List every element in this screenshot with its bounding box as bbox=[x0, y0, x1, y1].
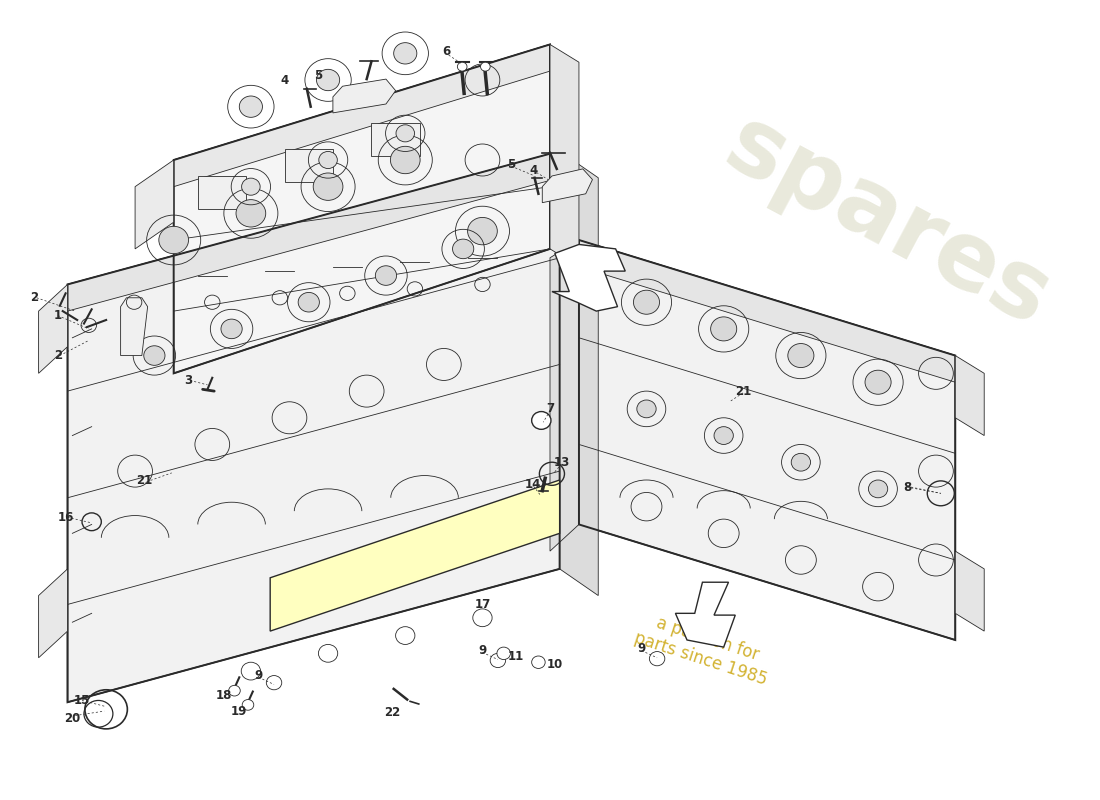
Text: 18: 18 bbox=[216, 689, 232, 702]
Polygon shape bbox=[550, 240, 579, 551]
Circle shape bbox=[452, 239, 474, 258]
Circle shape bbox=[375, 266, 397, 286]
Circle shape bbox=[473, 609, 492, 626]
Polygon shape bbox=[174, 45, 550, 186]
Circle shape bbox=[396, 125, 415, 142]
Polygon shape bbox=[39, 569, 67, 658]
Text: 15: 15 bbox=[74, 694, 90, 707]
Circle shape bbox=[317, 70, 340, 90]
Text: spares: spares bbox=[710, 98, 1066, 346]
Circle shape bbox=[497, 647, 510, 659]
Circle shape bbox=[394, 42, 417, 64]
Text: 5: 5 bbox=[315, 69, 322, 82]
Circle shape bbox=[868, 480, 888, 498]
Circle shape bbox=[236, 200, 266, 227]
Circle shape bbox=[221, 319, 242, 338]
Text: 11: 11 bbox=[508, 650, 525, 662]
Circle shape bbox=[491, 654, 506, 667]
Circle shape bbox=[711, 317, 737, 341]
Circle shape bbox=[158, 226, 188, 254]
Polygon shape bbox=[372, 122, 420, 155]
Polygon shape bbox=[552, 245, 625, 311]
Circle shape bbox=[788, 343, 814, 367]
Text: 21: 21 bbox=[735, 385, 751, 398]
Text: 16: 16 bbox=[57, 511, 74, 524]
Text: 13: 13 bbox=[553, 456, 570, 469]
Circle shape bbox=[865, 370, 891, 394]
Circle shape bbox=[319, 151, 338, 169]
Circle shape bbox=[144, 346, 165, 366]
Polygon shape bbox=[121, 298, 147, 355]
Circle shape bbox=[714, 426, 734, 445]
Text: 1: 1 bbox=[54, 309, 62, 322]
Polygon shape bbox=[560, 151, 598, 595]
Text: 17: 17 bbox=[474, 598, 491, 611]
Circle shape bbox=[84, 701, 113, 727]
Text: 19: 19 bbox=[231, 705, 248, 718]
Circle shape bbox=[468, 218, 497, 245]
Polygon shape bbox=[67, 151, 560, 311]
Text: 14: 14 bbox=[525, 478, 541, 491]
Polygon shape bbox=[955, 551, 984, 631]
Text: 2: 2 bbox=[54, 349, 62, 362]
Circle shape bbox=[298, 293, 319, 312]
Text: a passion for
parts since 1985: a passion for parts since 1985 bbox=[632, 609, 777, 689]
Circle shape bbox=[791, 454, 811, 471]
Circle shape bbox=[241, 662, 261, 680]
Polygon shape bbox=[67, 151, 560, 702]
Polygon shape bbox=[333, 79, 396, 113]
Circle shape bbox=[531, 656, 546, 669]
Text: 9: 9 bbox=[254, 669, 263, 682]
Circle shape bbox=[266, 675, 282, 690]
Text: 6: 6 bbox=[442, 45, 451, 58]
Polygon shape bbox=[955, 355, 984, 435]
Text: 20: 20 bbox=[64, 712, 80, 725]
Polygon shape bbox=[550, 45, 579, 266]
Polygon shape bbox=[542, 169, 593, 202]
Polygon shape bbox=[675, 582, 735, 647]
Circle shape bbox=[229, 686, 240, 696]
Polygon shape bbox=[579, 240, 955, 640]
Circle shape bbox=[318, 645, 338, 662]
Text: 9: 9 bbox=[638, 642, 646, 655]
Text: 5: 5 bbox=[507, 158, 516, 171]
Text: 9: 9 bbox=[478, 644, 486, 657]
Circle shape bbox=[396, 626, 415, 645]
Polygon shape bbox=[174, 45, 550, 374]
Text: 4: 4 bbox=[529, 164, 538, 177]
Polygon shape bbox=[135, 160, 174, 249]
Text: 10: 10 bbox=[547, 658, 563, 671]
Circle shape bbox=[314, 173, 343, 200]
Circle shape bbox=[242, 178, 260, 195]
Polygon shape bbox=[579, 240, 955, 382]
Circle shape bbox=[458, 62, 468, 71]
Text: 22: 22 bbox=[384, 706, 400, 719]
Circle shape bbox=[637, 400, 656, 418]
Circle shape bbox=[649, 651, 664, 666]
Circle shape bbox=[240, 96, 263, 118]
Circle shape bbox=[481, 62, 491, 71]
Polygon shape bbox=[271, 480, 560, 631]
Circle shape bbox=[242, 699, 254, 710]
Polygon shape bbox=[285, 150, 333, 182]
Circle shape bbox=[634, 290, 660, 314]
Text: 7: 7 bbox=[546, 402, 554, 415]
Text: 8: 8 bbox=[903, 481, 911, 494]
Polygon shape bbox=[39, 285, 67, 374]
Circle shape bbox=[531, 411, 551, 430]
Circle shape bbox=[390, 146, 420, 174]
Text: 4: 4 bbox=[280, 74, 289, 86]
Text: 3: 3 bbox=[184, 374, 192, 387]
Text: 21: 21 bbox=[136, 474, 153, 486]
Text: 2: 2 bbox=[30, 291, 37, 304]
Polygon shape bbox=[198, 176, 246, 209]
